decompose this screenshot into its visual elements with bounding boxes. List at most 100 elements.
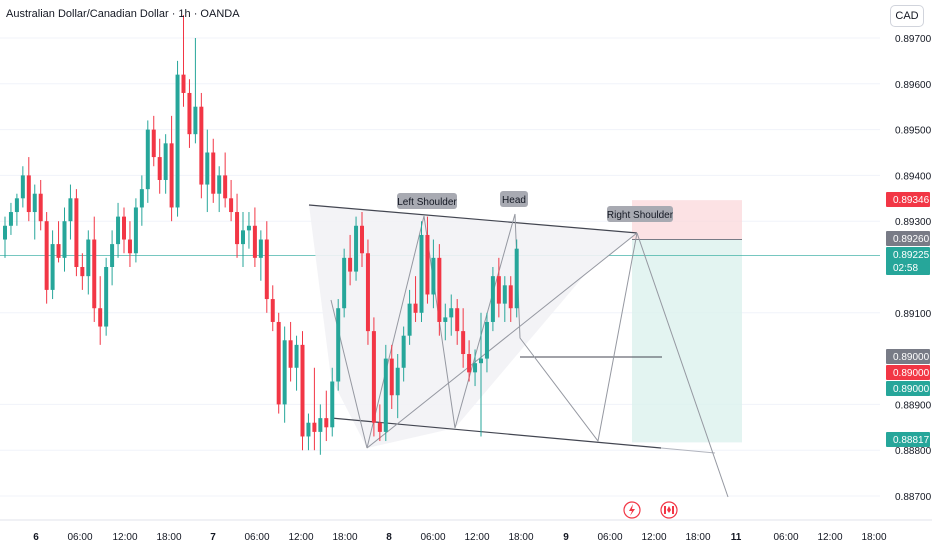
candle-body <box>86 239 91 277</box>
candle <box>199 92 204 199</box>
candle <box>342 248 347 318</box>
candle <box>407 289 412 345</box>
drawing-overlay: Left Shoulder Head Right Shoulder <box>397 191 674 222</box>
candle <box>490 267 495 332</box>
price-badge: 0.89260 <box>886 231 930 246</box>
candle-body <box>38 193 43 222</box>
price-badge-text: 0.89225 <box>893 250 930 261</box>
flag-icon-left <box>664 506 666 514</box>
candle-body <box>127 239 132 254</box>
candle-body <box>98 308 103 327</box>
price-badge-bg <box>886 381 930 396</box>
candle-body <box>199 106 204 185</box>
time-tick: 6 <box>33 532 39 543</box>
price-tick: 0.88800 <box>895 446 932 457</box>
price-tick: 0.89600 <box>895 80 932 91</box>
candle <box>401 326 406 382</box>
price-badge: 0.89346 <box>886 192 930 207</box>
candle <box>229 179 234 222</box>
candle <box>449 294 454 336</box>
candle-body <box>258 239 263 258</box>
candle <box>318 404 323 455</box>
pattern-label-text: Head <box>502 195 526 206</box>
candle-body <box>217 175 222 194</box>
candle-body <box>252 225 257 258</box>
price-tick: 0.89500 <box>895 126 932 137</box>
candle-body <box>62 221 67 258</box>
candle <box>223 152 228 208</box>
pattern-label-bg <box>607 206 673 222</box>
candle <box>133 198 138 263</box>
candle-body <box>437 257 442 322</box>
candle-body <box>455 308 460 332</box>
candle-body <box>467 354 472 373</box>
candle-body <box>496 276 501 304</box>
candle <box>122 207 126 254</box>
chart-title: Australian Dollar/Canadian Dollar · 1h ·… <box>6 8 240 20</box>
time-axis[interactable]: 6 06:00 12:00 18:00 7 06:00 12:00 18:00 8 06:00 12… <box>0 519 932 543</box>
candle-body <box>133 207 138 254</box>
time-tick: 7 <box>210 532 216 543</box>
candle-body <box>425 234 430 295</box>
candle-body <box>490 276 495 322</box>
candle-body <box>56 244 61 258</box>
candle <box>306 413 311 451</box>
lightning-event-icon <box>623 501 641 519</box>
currency-button[interactable]: CAD <box>890 5 924 27</box>
candle <box>32 184 37 240</box>
time-tick: 11 <box>731 532 742 543</box>
candle <box>246 212 251 249</box>
time-tick: 12:00 <box>288 532 313 543</box>
candle-body <box>223 175 228 199</box>
candle <box>181 15 186 107</box>
candle <box>312 367 317 451</box>
candle-body <box>104 267 109 327</box>
candle-body <box>181 74 186 93</box>
candle-body <box>419 234 424 313</box>
candle <box>80 253 85 290</box>
candle <box>145 120 150 203</box>
price-badge-text: 0.88817 <box>893 435 930 446</box>
canada-flag-event-icon <box>660 501 678 519</box>
candle <box>50 230 55 300</box>
price-badge: 0.89000 <box>886 381 930 396</box>
candle-body <box>508 285 513 309</box>
price-tick: 0.89100 <box>895 309 932 320</box>
candle-body <box>383 358 388 432</box>
candle-body <box>116 216 121 245</box>
candle <box>68 184 73 240</box>
time-tick: 18:00 <box>508 532 533 543</box>
candle <box>151 115 156 167</box>
price-badge-text: 0.89000 <box>893 384 930 395</box>
candle <box>288 321 293 382</box>
candle <box>300 331 305 451</box>
price-badge-bg <box>886 260 930 275</box>
candle-body <box>151 129 156 158</box>
candle <box>62 207 67 272</box>
candle <box>479 312 483 437</box>
candle-body <box>211 152 216 194</box>
candles-group <box>3 15 519 455</box>
price-axis[interactable]: 0.89700 0.89600 0.89500 0.89400 0.89300 0.891… <box>880 0 932 520</box>
candle-body <box>145 129 150 190</box>
candle <box>431 239 436 309</box>
candle-body <box>360 225 364 254</box>
candle-body <box>461 331 466 355</box>
time-tick: 9 <box>563 532 569 543</box>
pattern-label: Right Shoulder <box>607 206 674 222</box>
price-badge: 0.88817 <box>886 432 930 447</box>
candle-body <box>502 285 507 304</box>
candle-body <box>300 344 305 437</box>
candle <box>496 257 501 318</box>
candle <box>44 212 49 304</box>
candle <box>383 344 388 442</box>
price-badge-bg <box>886 247 930 262</box>
price-badge-text: 0.89000 <box>893 368 930 379</box>
candle-body <box>74 198 79 267</box>
candle <box>139 175 144 226</box>
time-tick: 06:00 <box>420 532 445 543</box>
candle-body <box>294 344 299 368</box>
candle-body <box>395 367 400 396</box>
candle <box>98 276 103 345</box>
